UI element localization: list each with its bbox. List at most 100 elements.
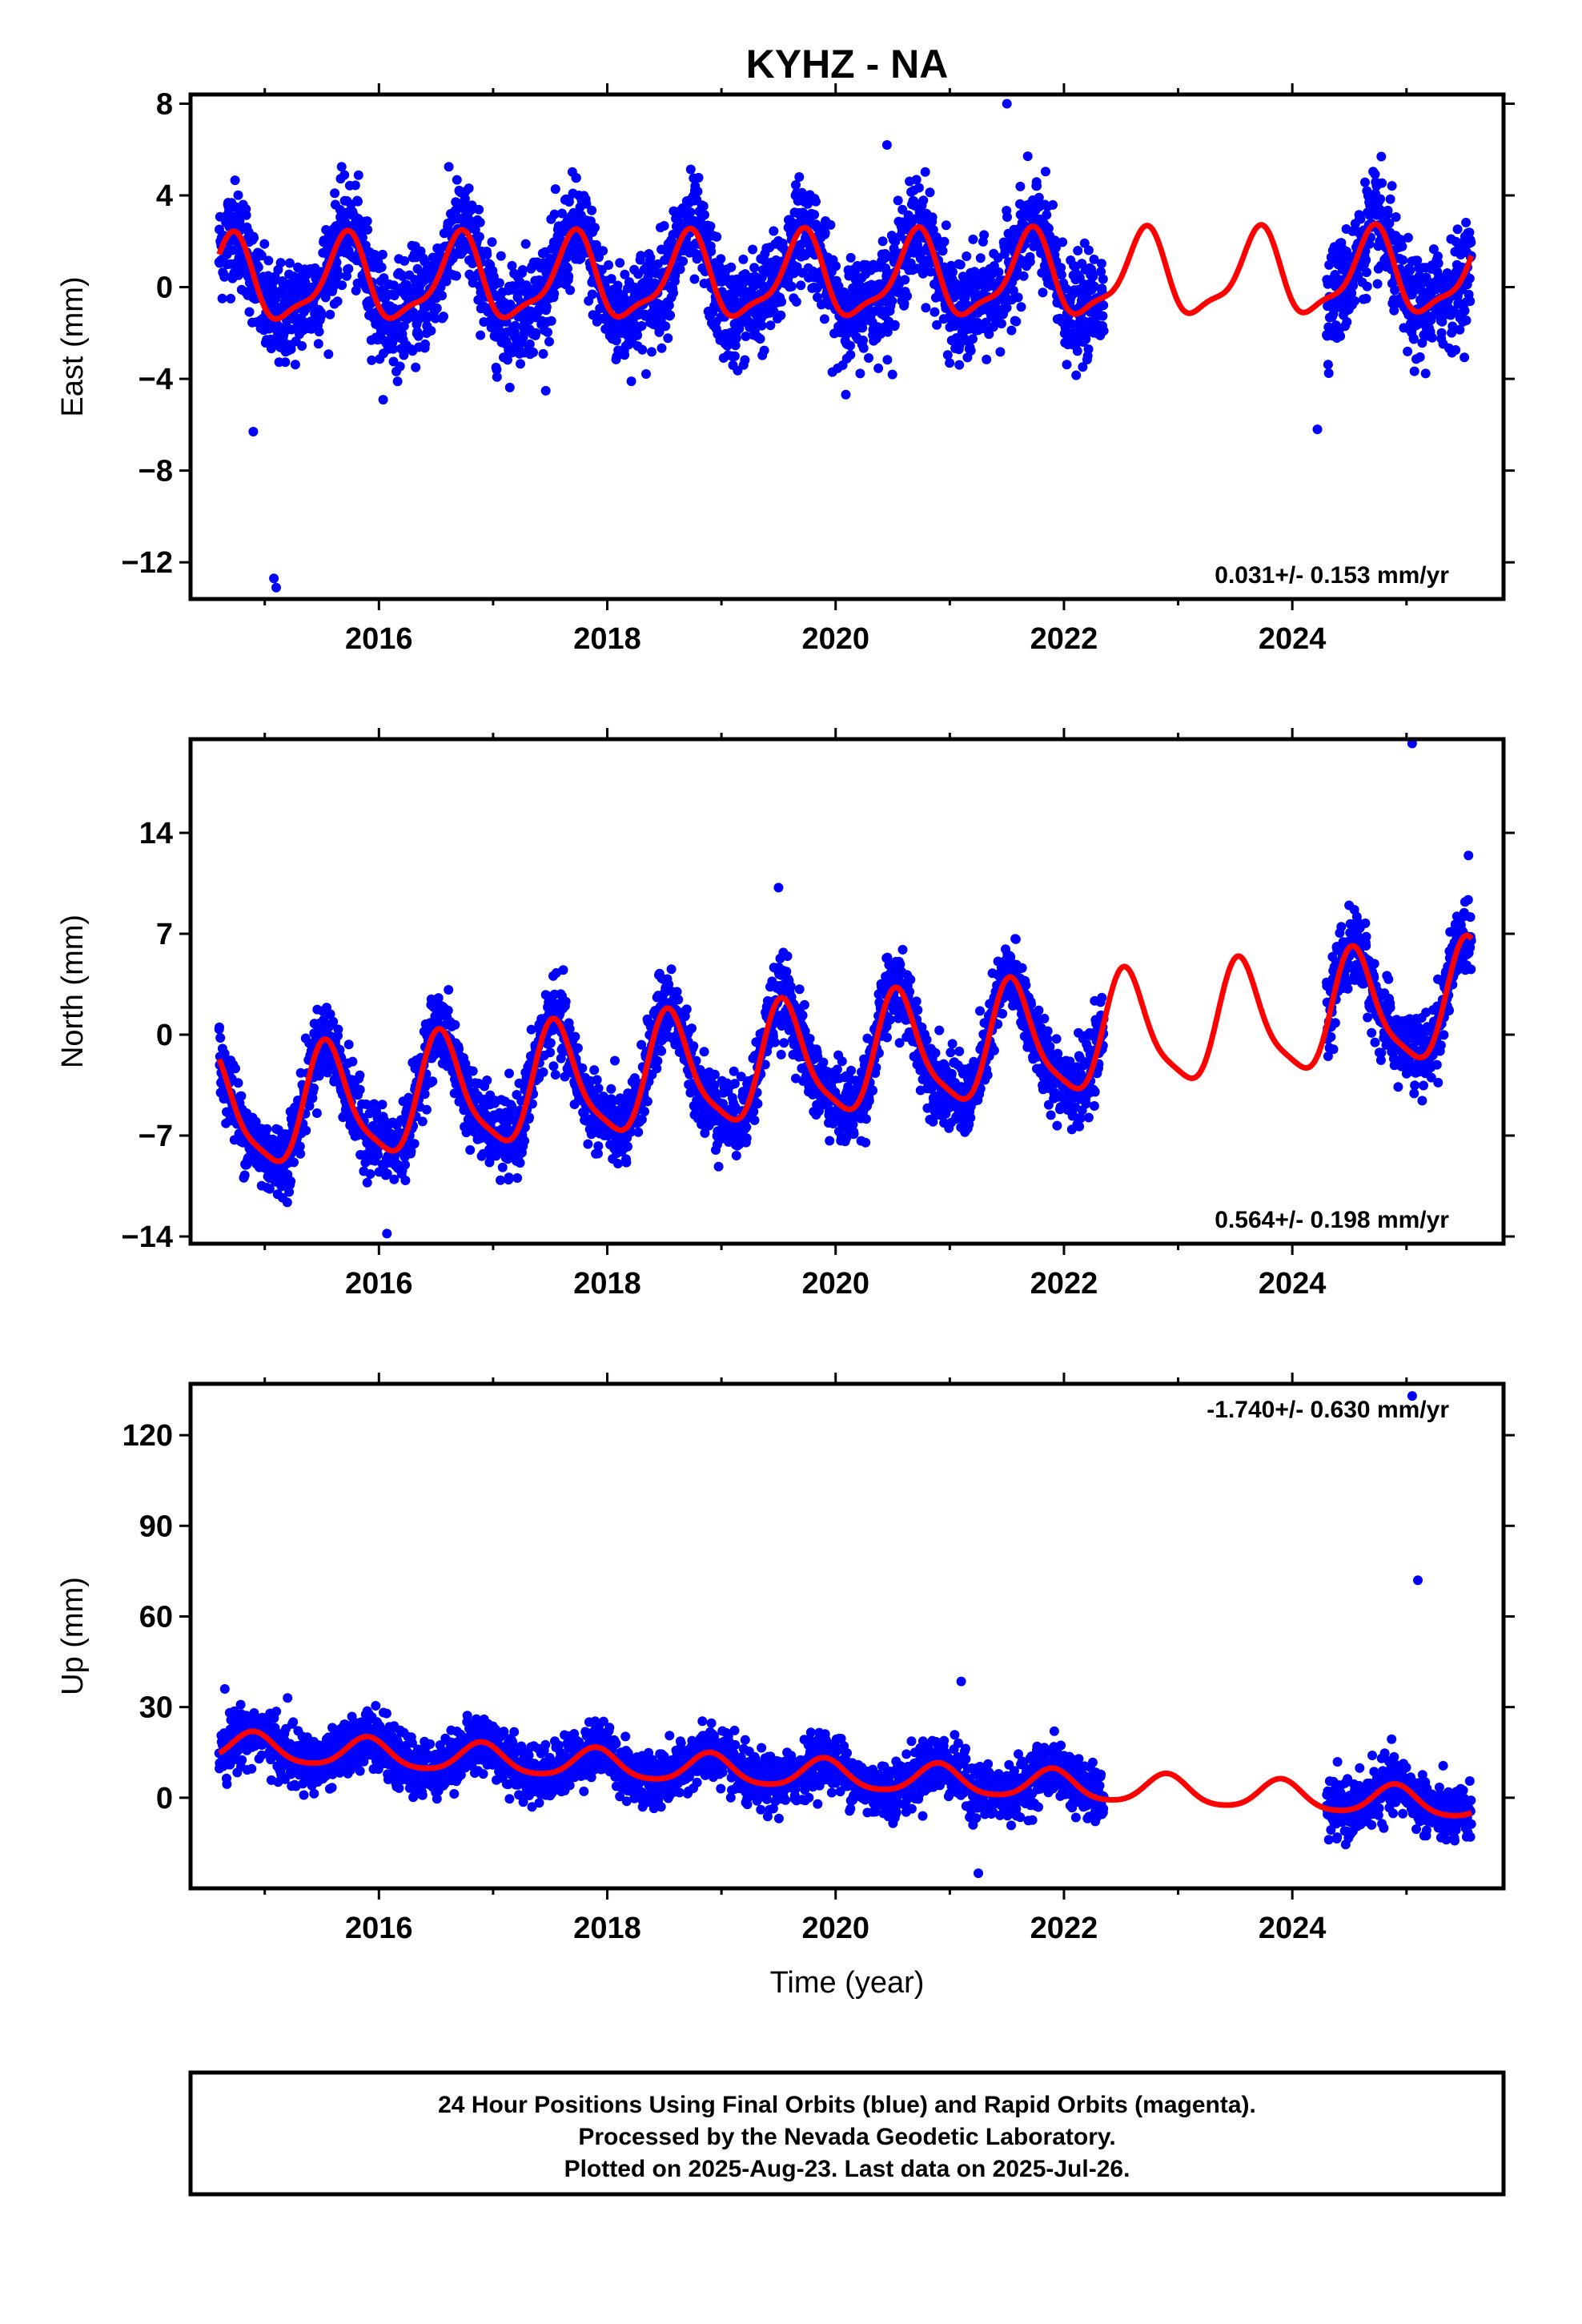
data-point — [1377, 178, 1387, 188]
data-point — [913, 183, 924, 193]
data-point — [465, 1145, 476, 1155]
data-point — [1048, 199, 1058, 210]
data-point — [488, 271, 499, 282]
y-tick-label: 8 — [156, 87, 173, 121]
data-point — [1383, 205, 1393, 215]
data-point — [1460, 306, 1470, 316]
data-point — [549, 209, 560, 219]
data-point — [426, 326, 436, 336]
data-point — [930, 307, 940, 317]
data-point — [353, 170, 363, 180]
data-point — [219, 271, 230, 282]
data-point — [295, 1148, 306, 1159]
data-point — [593, 1141, 604, 1152]
data-point — [755, 334, 765, 344]
data-point — [769, 226, 779, 236]
data-point — [316, 311, 327, 321]
data-point — [730, 340, 741, 351]
data-point — [336, 162, 347, 172]
data-point — [1011, 316, 1022, 327]
data-point — [612, 1159, 623, 1168]
data-point — [289, 1157, 299, 1168]
data-point — [531, 328, 541, 338]
data-point — [474, 231, 484, 242]
data-point — [545, 1047, 556, 1058]
x-tick-label: 2016 — [345, 622, 413, 656]
data-point — [581, 199, 592, 209]
data-point — [841, 389, 851, 400]
data-point — [460, 194, 470, 204]
data-point — [738, 254, 749, 264]
data-point — [512, 1173, 523, 1183]
data-point — [716, 254, 726, 264]
data-point — [918, 195, 929, 206]
data-point — [476, 330, 486, 340]
data-point — [587, 205, 597, 215]
data-point — [902, 291, 912, 301]
data-point — [1409, 366, 1419, 376]
data-point — [712, 231, 722, 242]
data-point — [606, 274, 616, 284]
data-point — [323, 349, 334, 360]
data-point — [215, 1033, 226, 1043]
data-point — [733, 365, 743, 376]
data-point — [1350, 296, 1360, 306]
data-point — [621, 1157, 632, 1168]
data-point — [632, 330, 643, 340]
data-point — [659, 221, 669, 231]
data-point — [558, 965, 568, 975]
data-point — [877, 236, 888, 247]
data-point — [1451, 345, 1461, 355]
data-point — [1038, 287, 1048, 298]
data-point — [244, 307, 255, 317]
outlier-point — [248, 427, 259, 436]
data-point — [661, 321, 671, 332]
data-point — [1376, 151, 1387, 162]
data-point — [417, 1116, 428, 1127]
data-point — [889, 320, 900, 330]
data-point — [550, 1070, 560, 1080]
data-point — [339, 170, 350, 180]
data-point — [388, 344, 399, 354]
data-point — [452, 175, 462, 185]
data-point — [467, 200, 477, 211]
data-point — [675, 264, 685, 275]
data-point — [925, 187, 935, 198]
data-point — [401, 279, 412, 290]
data-point — [1002, 303, 1012, 313]
data-point — [647, 347, 656, 357]
data-point — [227, 245, 238, 255]
data-point — [1013, 292, 1023, 303]
data-point — [487, 237, 497, 247]
data-point — [887, 296, 897, 306]
y-tick-label: 0 — [156, 271, 173, 305]
data-point — [759, 345, 769, 356]
data-point — [540, 385, 551, 396]
data-point — [845, 340, 855, 351]
y-tick-label: −12 — [122, 546, 173, 580]
data-point — [563, 263, 572, 274]
data-point — [626, 376, 636, 387]
data-point — [942, 350, 953, 360]
data-point — [1391, 212, 1401, 222]
data-point — [1025, 256, 1035, 267]
data-point — [945, 358, 955, 368]
data-point — [1398, 255, 1408, 265]
data-point — [544, 336, 554, 347]
data-point — [475, 217, 485, 227]
data-point — [516, 359, 525, 369]
data-point — [545, 1038, 556, 1048]
data-point — [620, 350, 630, 360]
x-tick-label: 2024 — [1259, 622, 1327, 656]
data-point — [893, 195, 903, 206]
data-point — [367, 355, 377, 365]
data-point — [982, 354, 992, 364]
data-point — [399, 350, 409, 360]
data-point — [685, 207, 696, 217]
data-point — [428, 1076, 438, 1087]
data-point — [699, 1047, 709, 1057]
data-point — [1436, 328, 1447, 338]
data-point — [633, 1127, 644, 1137]
data-point — [855, 368, 865, 379]
